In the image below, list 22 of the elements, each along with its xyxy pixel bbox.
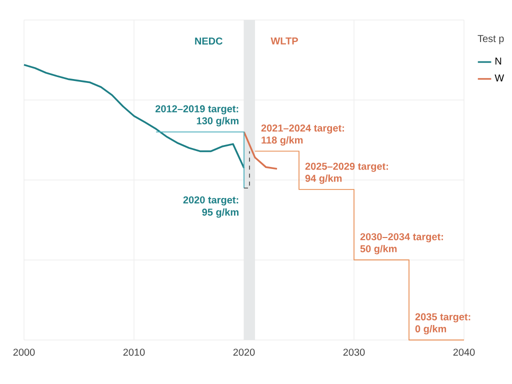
annotation: 50 g/km — [360, 244, 397, 254]
annotation: 2025–2029 target: — [305, 162, 388, 172]
legend-label: N — [495, 58, 502, 64]
annotation: 2020 target: — [183, 196, 238, 206]
annotation: 2035 target: — [415, 313, 470, 322]
legend-label: W — [494, 74, 504, 82]
annotation: 94 g/km — [305, 174, 342, 184]
annotation: 0 g/km — [415, 325, 446, 334]
x-tick-label: 2010 — [123, 348, 145, 356]
x-tick-label: 2030 — [343, 348, 365, 356]
annotation: 130 g/km — [196, 116, 238, 126]
text: NEDC — [195, 38, 223, 45]
annotation: 2030–2034 target: — [360, 233, 443, 242]
text: WLTP — [270, 38, 298, 44]
x-tick-label: 2000 — [13, 348, 35, 356]
annotation: 118 g/km — [262, 136, 303, 146]
x-tick-label: 2020 — [233, 348, 255, 356]
annotation: 2012–2019 target: — [156, 105, 238, 114]
annotation: 2021–2024 target: — [261, 124, 344, 134]
legend-title: Test p — [478, 35, 504, 44]
annotation: 95 g/km — [202, 208, 238, 218]
x-tick-label: 2040 — [453, 348, 475, 356]
